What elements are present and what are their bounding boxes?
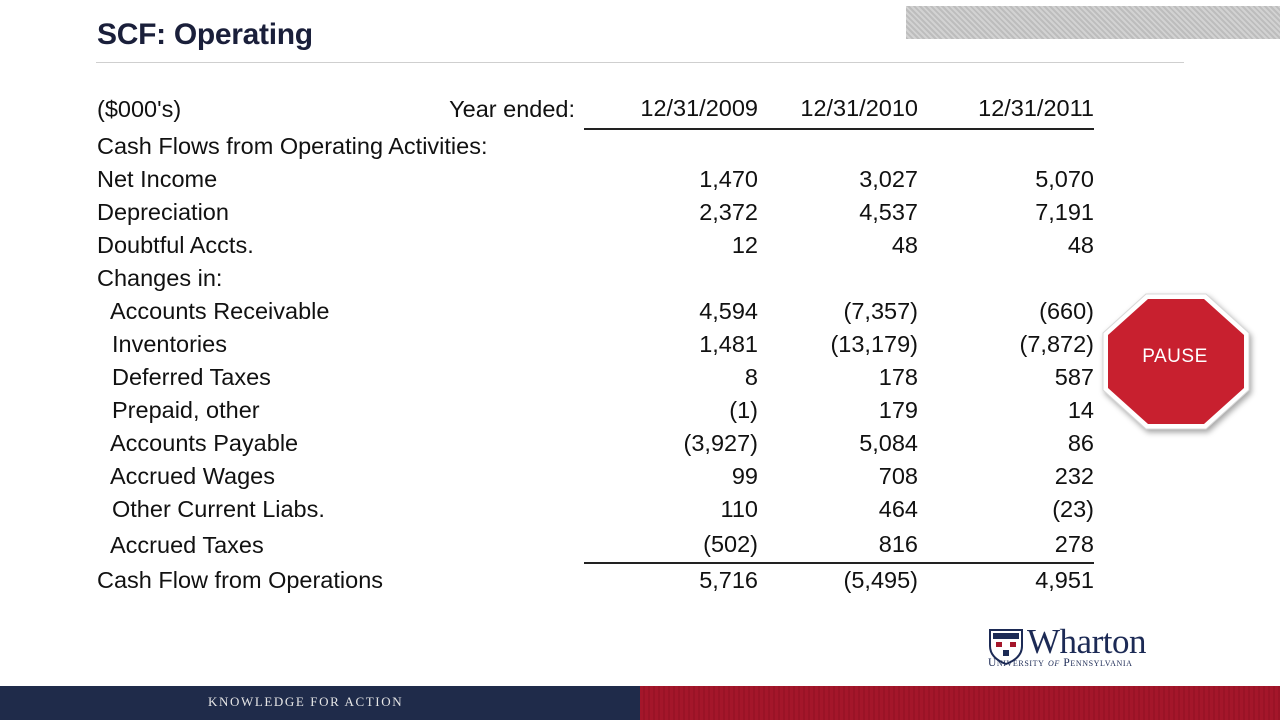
cell-2011: 86: [1067, 430, 1094, 456]
year-ended-label: Year ended:: [449, 95, 575, 122]
row-label: Cash Flow from Operations: [97, 566, 384, 593]
footer-right-band: [640, 686, 1280, 720]
title-divider: [96, 62, 1184, 63]
row-label: Inventories: [112, 331, 227, 357]
table-row: Changes in:: [97, 262, 1094, 295]
logo-subtitle-university: University: [988, 657, 1048, 669]
logo-subtitle: University of Pennsylvania: [988, 657, 1133, 669]
row-label: Doubtful Accts.: [97, 232, 254, 258]
stop-sign-icon[interactable]: [1102, 293, 1250, 430]
wharton-logo: [989, 629, 1023, 666]
penn-shield-icon: [989, 629, 1023, 666]
cell-2009: 99: [731, 463, 758, 489]
cell-2010: 708: [878, 463, 918, 489]
cell-2010: 4,537: [859, 199, 918, 225]
row-label: Accounts Payable: [110, 430, 299, 456]
cell-2009: [584, 262, 758, 295]
logo-wordmark: Wharton: [1027, 622, 1146, 661]
cell-2009: 110: [720, 496, 758, 522]
row-label: Deferred Taxes: [112, 364, 271, 390]
cash-flow-table: ($000's) Year ended: 12/31/2009 12/31/20…: [97, 88, 1094, 597]
page-title: SCF: Operating: [97, 18, 313, 51]
logo-subtitle-penn: Pennsylvania: [1059, 657, 1133, 669]
row-label: Net Income: [97, 166, 218, 192]
cell-2010: [758, 129, 918, 163]
table-header-row: ($000's) Year ended: 12/31/2009 12/31/20…: [97, 88, 1094, 130]
cell-2011: (23): [1052, 496, 1094, 522]
cell-2011: 5,070: [1035, 166, 1094, 192]
cell-2009: [584, 129, 758, 163]
row-label: Prepaid, other: [112, 397, 260, 423]
cell-2010: 816: [758, 526, 918, 564]
cell-2009: 8: [744, 364, 758, 390]
cell-2009: 2,372: [699, 199, 758, 225]
cell-2009: (1): [729, 397, 758, 423]
cell-2010: 5,084: [859, 430, 918, 456]
cell-2011: [918, 262, 1094, 295]
table-row: Accrued Wages 99 708 232: [97, 460, 1094, 493]
table-row: Net Income 1,470 3,027 5,070: [97, 163, 1094, 196]
cell-2011: 587: [1054, 364, 1094, 390]
row-label: Accrued Taxes: [110, 531, 264, 558]
row-label: Accounts Receivable: [110, 298, 330, 324]
table-row: Depreciation 2,372 4,537 7,191: [97, 196, 1094, 229]
column-header-2011: 12/31/2011: [918, 88, 1094, 130]
column-header-2009: 12/31/2009: [584, 88, 758, 130]
cell-2009: (3,927): [683, 430, 758, 456]
footer-left-band: [0, 686, 640, 720]
cell-2010: (13,179): [830, 331, 918, 357]
table-row: Doubtful Accts. 12 48 48: [97, 229, 1094, 262]
cell-2010: [758, 262, 918, 295]
table-row: Prepaid, other (1) 179 14: [97, 394, 1094, 427]
cell-2011: 278: [918, 526, 1094, 564]
top-header-bar: [906, 6, 1280, 39]
cell-2011: 7,191: [1035, 199, 1094, 225]
cell-2010: 3,027: [859, 166, 918, 192]
cell-2010: 178: [878, 364, 918, 390]
cell-2011: 48: [1067, 232, 1094, 258]
table-row: Inventories 1,481 (13,179) (7,872): [97, 328, 1094, 361]
cell-2010: (5,495): [843, 567, 918, 593]
cell-2009: 1,481: [699, 331, 758, 357]
units-label: ($000's): [97, 95, 182, 122]
row-label: Cash Flows from Operating Activities:: [97, 132, 488, 159]
cell-2009: 5,716: [699, 567, 758, 593]
cell-2011: (7,872): [1019, 331, 1094, 357]
table-row: Accounts Payable (3,927) 5,084 86: [97, 427, 1094, 460]
cell-2011: 14: [1067, 397, 1094, 423]
cell-2009: (502): [584, 526, 758, 564]
row-label: Accrued Wages: [110, 463, 276, 489]
table-row: Accrued Taxes (502) 816 278: [97, 526, 1094, 564]
table-row: Cash Flows from Operating Activities:: [97, 129, 1094, 163]
total-row: Cash Flow from Operations 5,716 (5,495) …: [97, 563, 1094, 597]
row-label: Changes in:: [97, 265, 223, 291]
cell-2011: 4,951: [1035, 567, 1094, 593]
table-row: Accounts Receivable 4,594 (7,357) (660): [97, 295, 1094, 328]
footer-tagline: KNOWLEDGE FOR ACTION: [208, 694, 404, 709]
cell-2009: 4,594: [699, 298, 758, 324]
table-row: Deferred Taxes 8 178 587: [97, 361, 1094, 394]
column-header-2010: 12/31/2010: [758, 88, 918, 130]
table-row: Other Current Liabs. 110 464 (23): [97, 493, 1094, 526]
cell-2010: 179: [878, 397, 918, 423]
pause-label[interactable]: PAUSE: [1142, 346, 1208, 367]
cell-2011: [918, 129, 1094, 163]
row-label: Other Current Liabs.: [112, 496, 325, 522]
logo-subtitle-of: of: [1048, 657, 1060, 669]
cell-2009: 1,470: [699, 166, 758, 192]
cell-2010: (7,357): [843, 298, 918, 324]
cell-2009: 12: [731, 232, 758, 258]
cell-2011: 232: [1054, 463, 1094, 489]
cell-2010: 464: [878, 496, 918, 522]
cell-2011: (660): [1039, 298, 1094, 324]
row-label: Depreciation: [97, 199, 229, 225]
cell-2010: 48: [891, 232, 918, 258]
